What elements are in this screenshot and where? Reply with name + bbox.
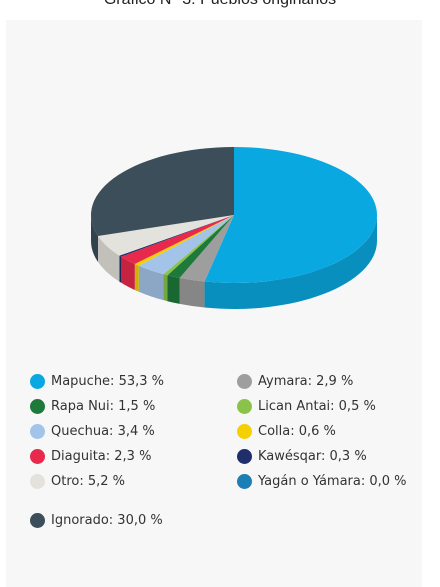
chart-title: Gráfico N° 3: Pueblos originarios bbox=[0, 0, 440, 9]
legend-swatch bbox=[30, 474, 45, 489]
legend-label: Quechua: 3,4 % bbox=[51, 424, 155, 439]
legend-item: Mapuche: 53,3 % bbox=[30, 372, 237, 391]
legend-label: Aymara: 2,9 % bbox=[258, 374, 354, 389]
legend-swatch bbox=[30, 513, 45, 528]
pie-side bbox=[119, 255, 122, 283]
pie-side bbox=[163, 274, 168, 302]
legend-item: Diaguita: 2,3 % bbox=[30, 447, 237, 466]
pie-side bbox=[204, 215, 377, 309]
pie-side bbox=[91, 215, 98, 263]
legend-label: Rapa Nui: 1,5 % bbox=[51, 399, 156, 414]
legend-item: Yagán o Yámara: 0,0 % bbox=[237, 472, 410, 491]
legend-swatch bbox=[237, 424, 252, 439]
legend-swatch bbox=[30, 424, 45, 439]
legend-label: Yagán o Yámara: 0,0 % bbox=[258, 474, 407, 489]
legend-item: Aymara: 2,9 % bbox=[237, 372, 410, 391]
legend-swatch bbox=[30, 449, 45, 464]
legend-swatch bbox=[237, 374, 252, 389]
pie-slice bbox=[167, 215, 234, 278]
legend-item: Otro: 5,2 % bbox=[30, 472, 237, 491]
legend-swatch bbox=[30, 374, 45, 389]
pie-slice bbox=[97, 215, 234, 256]
legend-item: Rapa Nui: 1,5 % bbox=[30, 397, 237, 416]
legend-label: Ignorado: 30,0 % bbox=[51, 513, 163, 528]
legend-swatch bbox=[237, 399, 252, 414]
legend-swatch bbox=[237, 449, 252, 464]
legend-label: Mapuche: 53,3 % bbox=[51, 374, 165, 389]
legend-item: Ignorado: 30,0 % bbox=[30, 511, 237, 530]
pie-side bbox=[97, 236, 120, 282]
legend-swatch bbox=[237, 474, 252, 489]
pie-slice bbox=[134, 215, 234, 266]
legend-label: Otro: 5,2 % bbox=[51, 474, 126, 489]
pie-side bbox=[179, 277, 205, 308]
legend: Mapuche: 53,3 % Aymara: 2,9 % Rapa Nui: 1,… bbox=[30, 372, 410, 530]
pie-chart bbox=[90, 147, 377, 309]
legend-item: Lican Antai: 0,5 % bbox=[237, 397, 410, 416]
legend-swatch bbox=[30, 399, 45, 414]
pie-slice bbox=[121, 215, 234, 264]
pie-side bbox=[134, 263, 139, 292]
pie-slice bbox=[138, 215, 234, 275]
legend-item: Colla: 0,6 % bbox=[237, 422, 410, 441]
pie-side bbox=[138, 265, 164, 301]
legend-label: Diaguita: 2,3 % bbox=[51, 449, 152, 464]
pie-tops bbox=[90, 147, 377, 283]
pie-side bbox=[121, 256, 135, 290]
pie-side bbox=[167, 275, 180, 304]
pie-slice bbox=[204, 147, 377, 283]
pie-slice bbox=[90, 147, 234, 237]
legend-item: Kawésqar: 0,3 % bbox=[237, 447, 410, 466]
pie-slice bbox=[119, 215, 234, 257]
legend-label: Kawésqar: 0,3 % bbox=[258, 449, 367, 464]
legend-item: Quechua: 3,4 % bbox=[30, 422, 237, 441]
pie-slice bbox=[179, 215, 234, 282]
pie-slice bbox=[163, 215, 234, 276]
legend-label: Lican Antai: 0,5 % bbox=[258, 399, 376, 414]
pie-sides bbox=[91, 215, 377, 309]
legend-label: Colla: 0,6 % bbox=[258, 424, 336, 439]
